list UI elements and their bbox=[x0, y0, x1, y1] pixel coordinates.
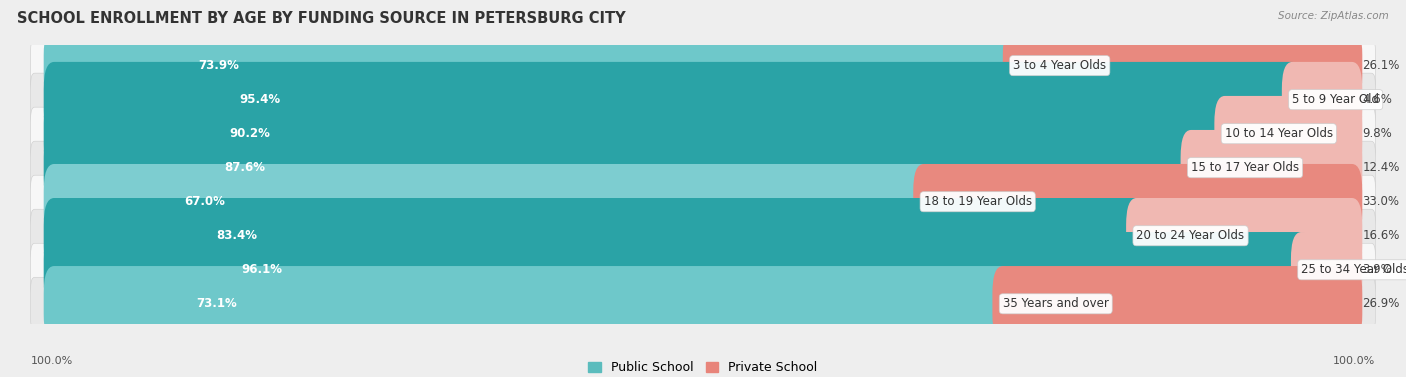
Text: 12.4%: 12.4% bbox=[1362, 161, 1400, 174]
FancyBboxPatch shape bbox=[31, 209, 1375, 262]
Text: 10 to 14 Year Olds: 10 to 14 Year Olds bbox=[1225, 127, 1333, 140]
FancyBboxPatch shape bbox=[31, 243, 1375, 296]
Text: 5 to 9 Year Old: 5 to 9 Year Old bbox=[1292, 93, 1379, 106]
Text: 15 to 17 Year Olds: 15 to 17 Year Olds bbox=[1191, 161, 1299, 174]
Text: 9.8%: 9.8% bbox=[1362, 127, 1392, 140]
Text: 3.9%: 3.9% bbox=[1362, 263, 1392, 276]
FancyBboxPatch shape bbox=[44, 28, 1024, 103]
Text: 87.6%: 87.6% bbox=[225, 161, 266, 174]
Text: 26.9%: 26.9% bbox=[1362, 297, 1400, 310]
FancyBboxPatch shape bbox=[31, 277, 1375, 330]
Text: Source: ZipAtlas.com: Source: ZipAtlas.com bbox=[1278, 11, 1389, 21]
FancyBboxPatch shape bbox=[31, 141, 1375, 194]
FancyBboxPatch shape bbox=[1215, 96, 1362, 172]
Text: 16.6%: 16.6% bbox=[1362, 229, 1400, 242]
Text: 95.4%: 95.4% bbox=[240, 93, 281, 106]
Text: 18 to 19 Year Olds: 18 to 19 Year Olds bbox=[924, 195, 1032, 208]
Text: 83.4%: 83.4% bbox=[217, 229, 257, 242]
FancyBboxPatch shape bbox=[44, 130, 1201, 205]
FancyBboxPatch shape bbox=[1291, 232, 1362, 308]
Text: 4.6%: 4.6% bbox=[1362, 93, 1392, 106]
FancyBboxPatch shape bbox=[44, 96, 1234, 172]
Text: 96.1%: 96.1% bbox=[242, 263, 283, 276]
Text: 20 to 24 Year Olds: 20 to 24 Year Olds bbox=[1136, 229, 1244, 242]
FancyBboxPatch shape bbox=[31, 175, 1375, 228]
FancyBboxPatch shape bbox=[31, 39, 1375, 92]
FancyBboxPatch shape bbox=[993, 266, 1362, 342]
Text: 100.0%: 100.0% bbox=[31, 356, 73, 366]
Text: 100.0%: 100.0% bbox=[1333, 356, 1375, 366]
Text: 35 Years and over: 35 Years and over bbox=[1002, 297, 1109, 310]
FancyBboxPatch shape bbox=[44, 198, 1147, 274]
Text: 3 to 4 Year Olds: 3 to 4 Year Olds bbox=[1014, 59, 1107, 72]
FancyBboxPatch shape bbox=[1126, 198, 1362, 274]
Text: 67.0%: 67.0% bbox=[184, 195, 225, 208]
FancyBboxPatch shape bbox=[44, 266, 1014, 342]
FancyBboxPatch shape bbox=[31, 73, 1375, 126]
FancyBboxPatch shape bbox=[44, 232, 1312, 308]
FancyBboxPatch shape bbox=[31, 107, 1375, 160]
Text: 73.9%: 73.9% bbox=[198, 59, 239, 72]
FancyBboxPatch shape bbox=[44, 164, 934, 239]
FancyBboxPatch shape bbox=[1002, 28, 1362, 103]
FancyBboxPatch shape bbox=[1282, 62, 1362, 138]
FancyBboxPatch shape bbox=[44, 62, 1302, 138]
FancyBboxPatch shape bbox=[914, 164, 1362, 239]
FancyBboxPatch shape bbox=[1181, 130, 1362, 205]
Text: 25 to 34 Year Olds: 25 to 34 Year Olds bbox=[1302, 263, 1406, 276]
Text: 73.1%: 73.1% bbox=[197, 297, 238, 310]
Legend: Public School, Private School: Public School, Private School bbox=[583, 356, 823, 377]
Text: 33.0%: 33.0% bbox=[1362, 195, 1399, 208]
Text: 26.1%: 26.1% bbox=[1362, 59, 1400, 72]
Text: 90.2%: 90.2% bbox=[229, 127, 270, 140]
Text: SCHOOL ENROLLMENT BY AGE BY FUNDING SOURCE IN PETERSBURG CITY: SCHOOL ENROLLMENT BY AGE BY FUNDING SOUR… bbox=[17, 11, 626, 26]
